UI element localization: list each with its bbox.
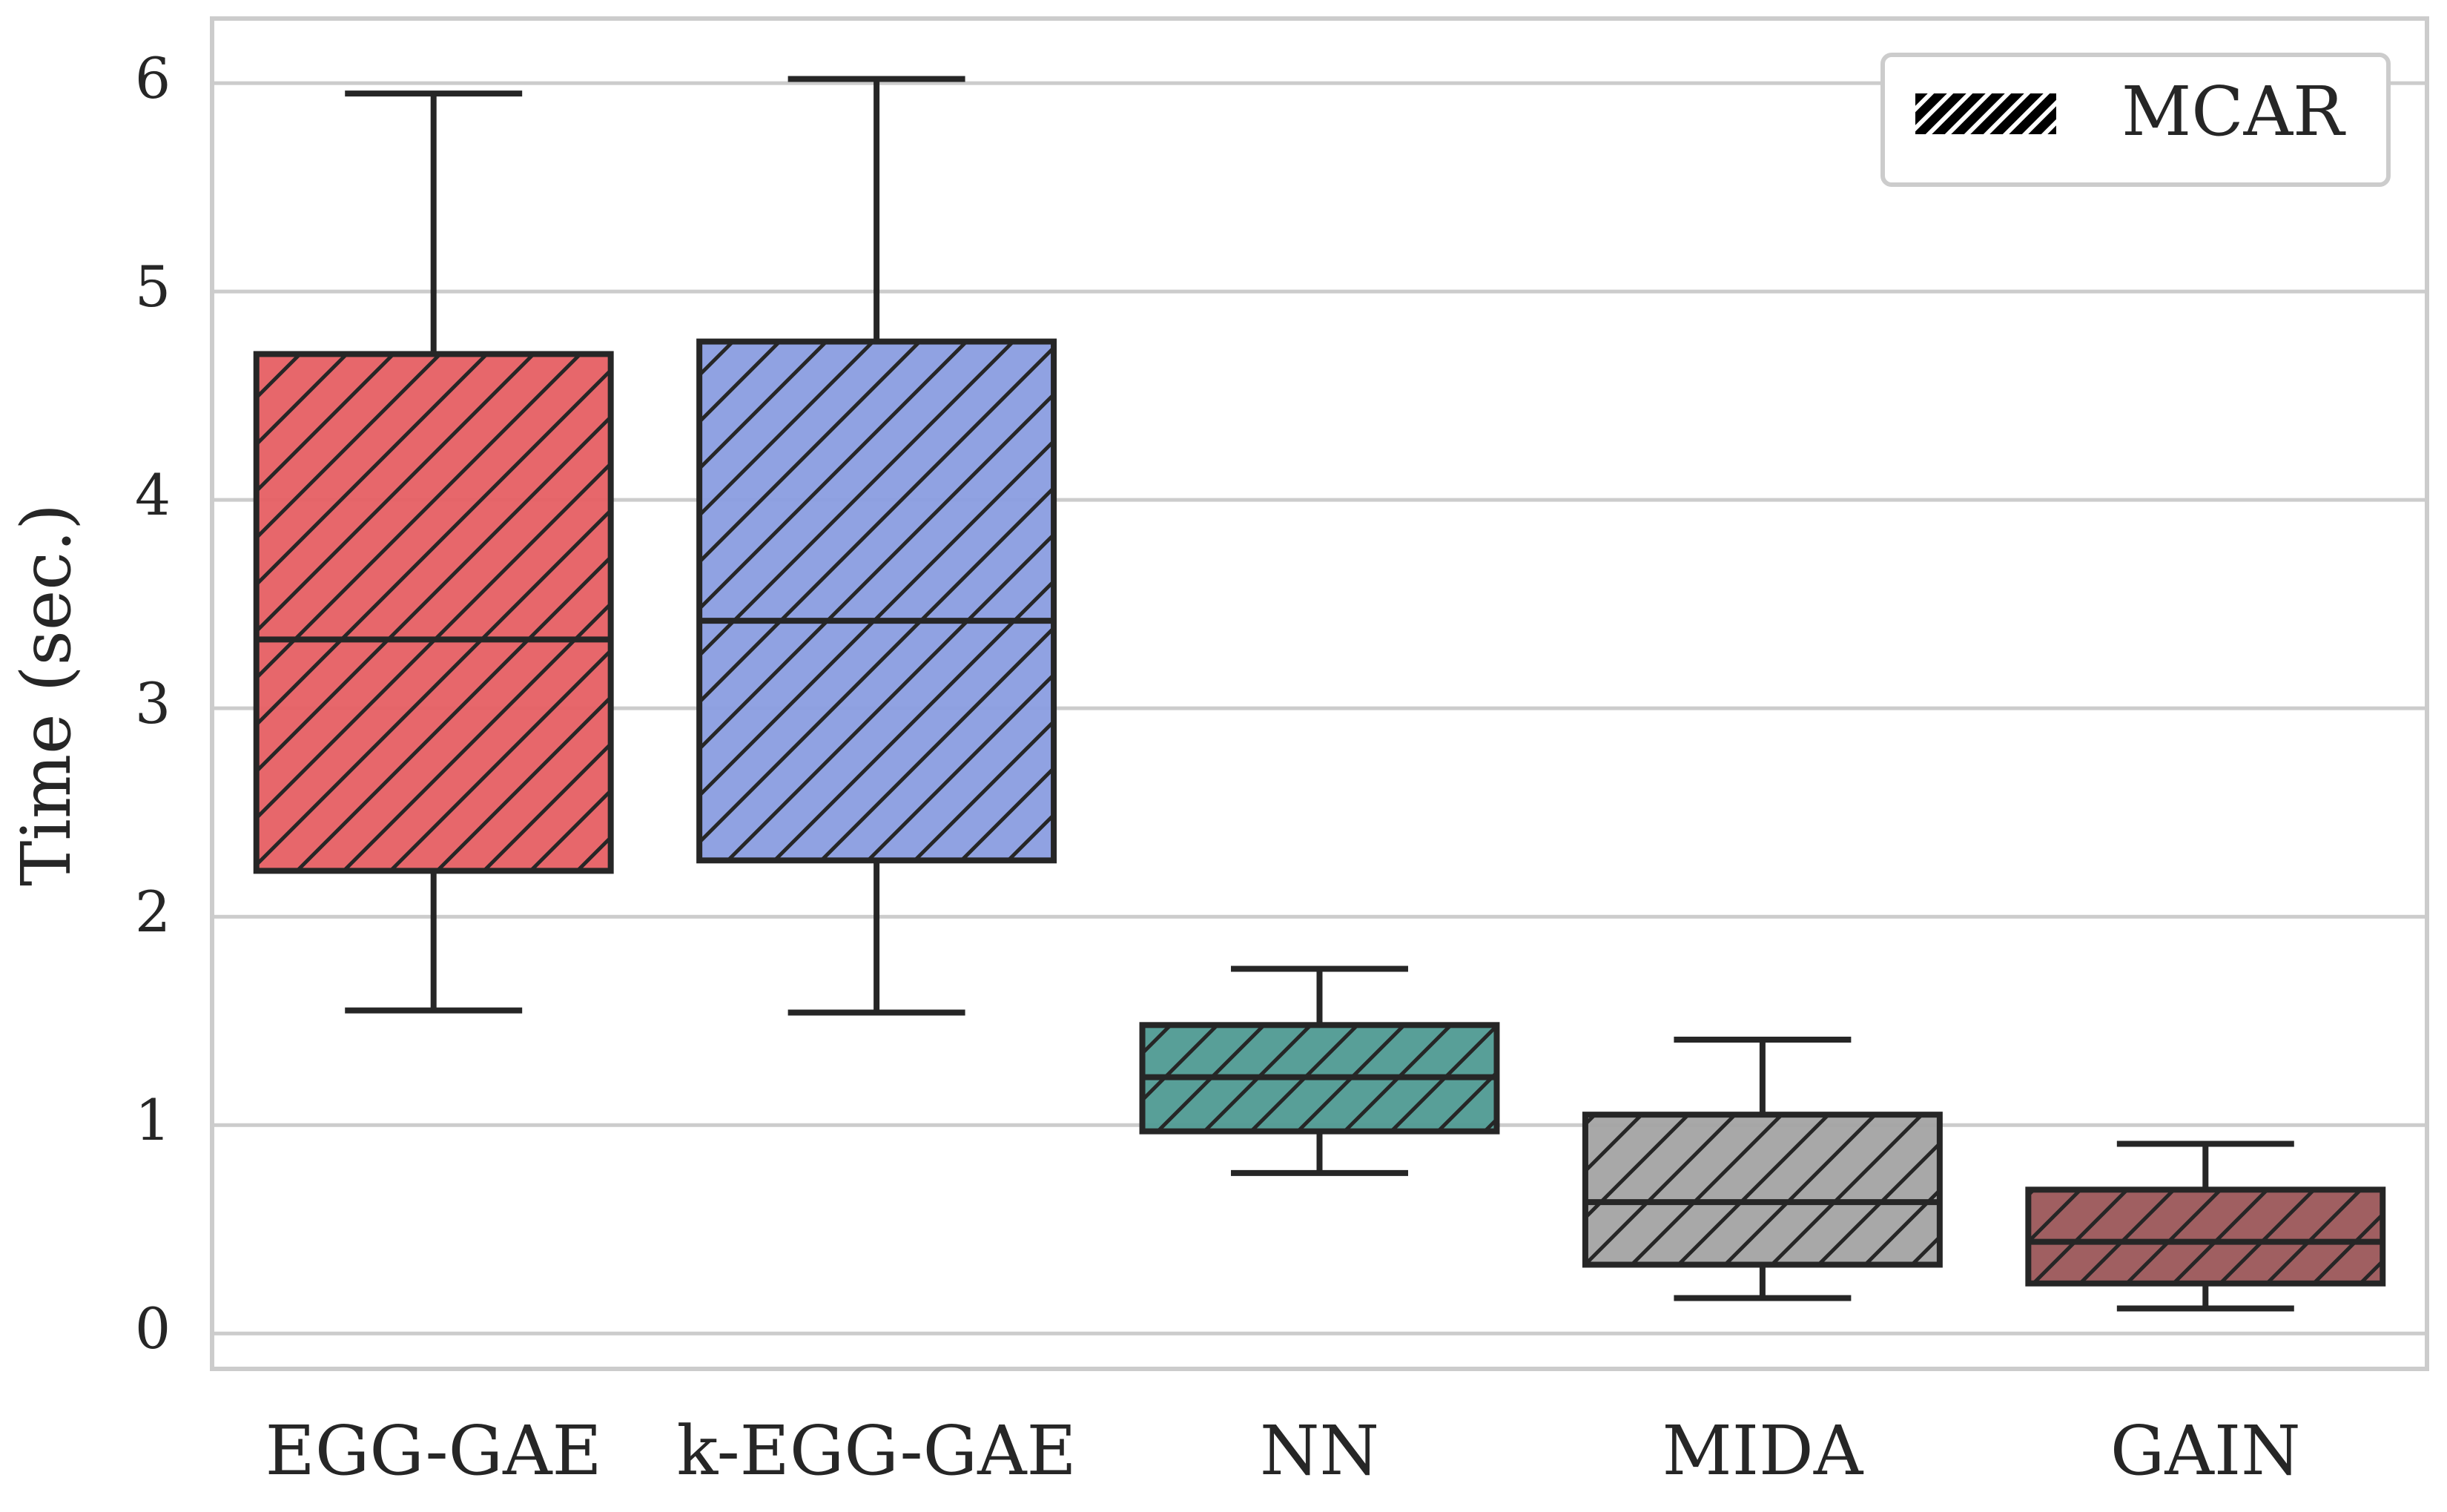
- x-tick-label: MIDA: [1662, 1411, 1864, 1490]
- box-outline: [253, 351, 614, 874]
- box-hatch: [256, 354, 611, 871]
- box-group: [1139, 965, 1500, 1176]
- y-tick-label: 6: [135, 45, 171, 111]
- y-tick-label: 0: [135, 1295, 171, 1361]
- box-group: [253, 90, 614, 1014]
- box-hatch: [2028, 1189, 2383, 1284]
- y-tick-label: 1: [135, 1087, 171, 1153]
- box-outline: [1582, 1112, 1943, 1268]
- box-group: [1582, 1036, 1943, 1301]
- x-tick-label: k-EGG-GAE: [676, 1411, 1076, 1490]
- box-group: [2025, 1140, 2386, 1312]
- box-hatch: [1585, 1115, 1940, 1265]
- legend-label: MCAR: [2121, 72, 2346, 151]
- legend-swatch: [1915, 93, 2056, 134]
- box-group: [696, 76, 1057, 1016]
- x-tick-label: NN: [1260, 1411, 1379, 1490]
- y-tick-label: 2: [135, 879, 171, 945]
- y-tick-label: 5: [135, 254, 171, 320]
- box-outline: [696, 338, 1057, 864]
- x-tick-label: EGG-GAE: [265, 1411, 602, 1490]
- y-axis-label: Time (sec.): [7, 504, 86, 886]
- x-tick-label: GAIN: [2110, 1411, 2301, 1490]
- y-tick-label: 4: [135, 462, 171, 528]
- y-tick-label: 3: [135, 670, 171, 736]
- box-hatch: [699, 341, 1054, 861]
- box-outline: [2025, 1186, 2386, 1287]
- plot-frame: [210, 16, 2429, 1371]
- legend-box: [1880, 53, 2391, 187]
